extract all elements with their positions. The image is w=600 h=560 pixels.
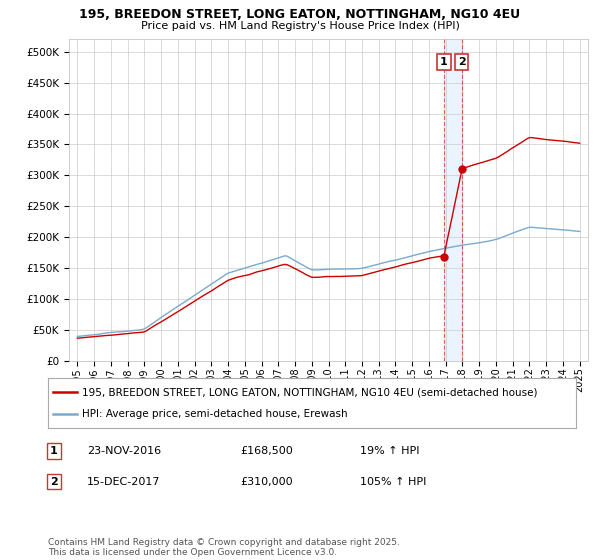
Text: 19% ↑ HPI: 19% ↑ HPI xyxy=(360,446,419,456)
Text: £168,500: £168,500 xyxy=(240,446,293,456)
Text: 23-NOV-2016: 23-NOV-2016 xyxy=(87,446,161,456)
Text: 1: 1 xyxy=(50,446,58,456)
Text: 15-DEC-2017: 15-DEC-2017 xyxy=(87,477,161,487)
Text: £310,000: £310,000 xyxy=(240,477,293,487)
Text: 2: 2 xyxy=(50,477,58,487)
Text: 195, BREEDON STREET, LONG EATON, NOTTINGHAM, NG10 4EU (semi-detached house): 195, BREEDON STREET, LONG EATON, NOTTING… xyxy=(82,387,538,397)
Text: HPI: Average price, semi-detached house, Erewash: HPI: Average price, semi-detached house,… xyxy=(82,409,348,419)
Text: 195, BREEDON STREET, LONG EATON, NOTTINGHAM, NG10 4EU: 195, BREEDON STREET, LONG EATON, NOTTING… xyxy=(79,8,521,21)
Text: 2: 2 xyxy=(458,57,466,67)
Text: 1: 1 xyxy=(440,57,448,67)
Text: Contains HM Land Registry data © Crown copyright and database right 2025.
This d: Contains HM Land Registry data © Crown c… xyxy=(48,538,400,557)
Text: 105% ↑ HPI: 105% ↑ HPI xyxy=(360,477,427,487)
Bar xyxy=(444,39,462,361)
Text: Price paid vs. HM Land Registry's House Price Index (HPI): Price paid vs. HM Land Registry's House … xyxy=(140,21,460,31)
